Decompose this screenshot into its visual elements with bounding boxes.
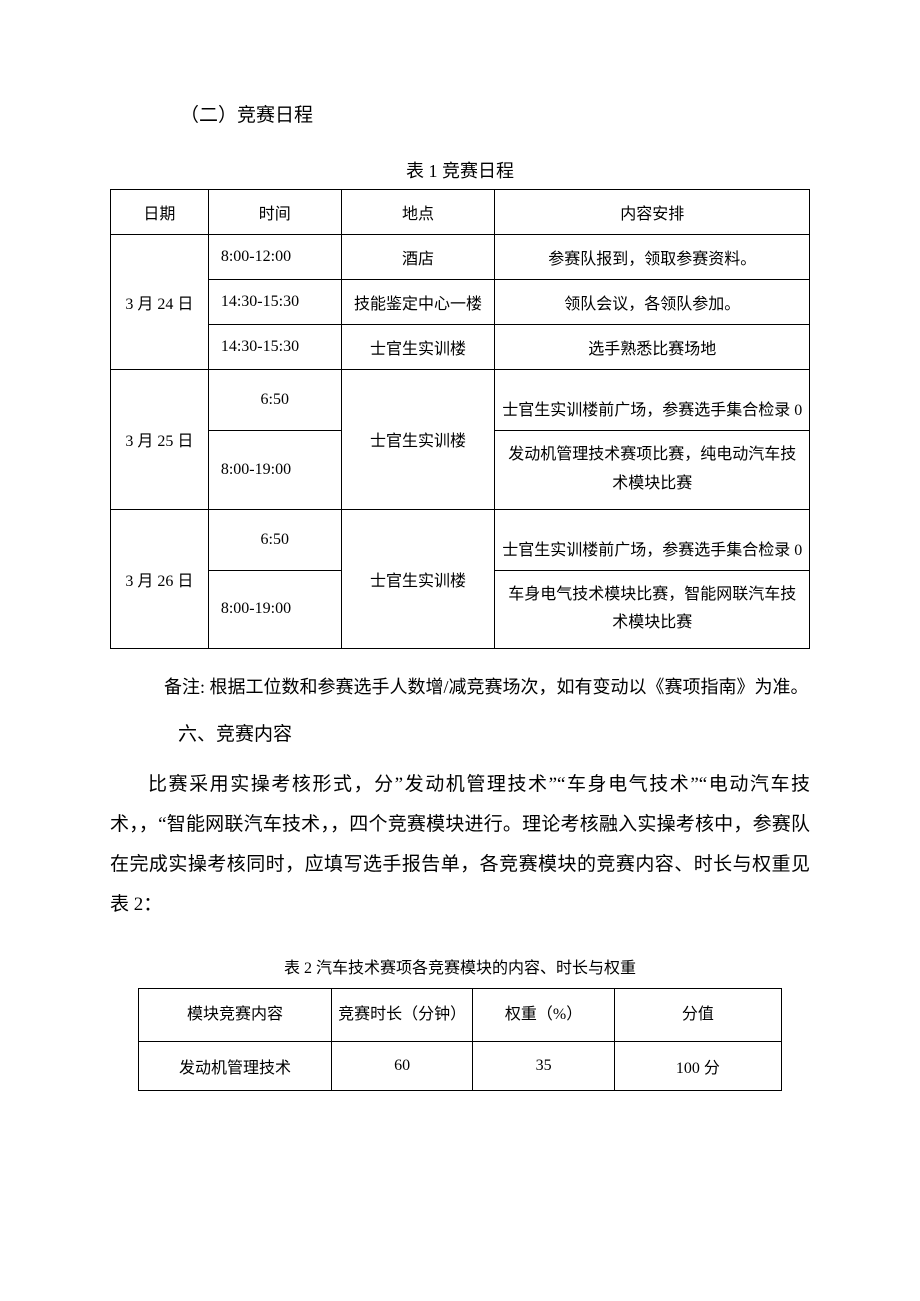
cell-time: 8:00-19:00 — [208, 431, 341, 510]
cell-content: 选手熟悉比赛场地 — [495, 325, 810, 370]
schedule-table: 日期 时间 地点 内容安排 3 月 24 日 8:00-12:00 酒店 参赛队… — [110, 189, 810, 649]
cell-location: 士官生实训楼 — [341, 370, 495, 510]
cell-location: 士官生实训楼 — [341, 509, 495, 649]
table-row: 发动机管理技术 60 35 100 分 — [139, 1042, 782, 1091]
cell-score: 100 分 — [614, 1042, 781, 1091]
section-6-heading: 六、竞赛内容 — [140, 715, 810, 755]
cell-location: 士官生实训楼 — [341, 325, 495, 370]
table-header-row: 日期 时间 地点 内容安排 — [111, 190, 810, 235]
cell-time: 8:00-19:00 — [208, 570, 341, 649]
cell-time: 8:00-12:00 — [208, 235, 341, 280]
table-header-row: 模块竞赛内容 竞赛时长（分钟） 权重（%） 分值 — [139, 989, 782, 1042]
cell-content: 士官生实训楼前广场，参赛选手集合检录 0 — [495, 509, 810, 570]
table-row: 3 月 25 日 6:50 士官生实训楼 士官生实训楼前广场，参赛选手集合检录 … — [111, 370, 810, 431]
cell-content: 参赛队报到，领取参赛资料。 — [495, 235, 810, 280]
col-date: 日期 — [111, 190, 209, 235]
col-score: 分值 — [614, 989, 781, 1042]
cell-time: 14:30-15:30 — [208, 280, 341, 325]
table1-caption: 表 1 竞赛日程 — [110, 157, 810, 183]
cell-date: 3 月 25 日 — [111, 370, 209, 510]
module-table: 模块竞赛内容 竞赛时长（分钟） 权重（%） 分值 发动机管理技术 60 35 1… — [138, 988, 782, 1091]
note-paragraph: 备注: 根据工位数和参赛选手人数增/减竞赛场次，如有变动以《赛项指南》为准。 — [110, 669, 810, 707]
cell-weight: 35 — [473, 1042, 614, 1091]
table-row: 14:30-15:30 士官生实训楼 选手熟悉比赛场地 — [111, 325, 810, 370]
col-duration: 竞赛时长（分钟） — [331, 989, 472, 1042]
cell-duration: 60 — [331, 1042, 472, 1091]
table-row: 14:30-15:30 技能鉴定中心一楼 领队会议，各领队参加。 — [111, 280, 810, 325]
col-content: 内容安排 — [495, 190, 810, 235]
cell-time: 6:50 — [208, 370, 341, 431]
cell-content: 领队会议，各领队参加。 — [495, 280, 810, 325]
cell-module: 发动机管理技术 — [139, 1042, 332, 1091]
cell-location: 酒店 — [341, 235, 495, 280]
cell-time: 14:30-15:30 — [208, 325, 341, 370]
cell-content: 士官生实训楼前广场，参赛选手集合检录 0 — [495, 370, 810, 431]
body-paragraph: 比赛采用实操考核形式，分”发动机管理技术”“车身电气技术”“电动汽车技术，，“智… — [110, 765, 810, 925]
col-weight: 权重（%） — [473, 989, 614, 1042]
col-time: 时间 — [208, 190, 341, 235]
table2-caption: 表 2 汽车技术赛项各竞赛模块的内容、时长与权重 — [110, 954, 810, 978]
cell-date: 3 月 24 日 — [111, 235, 209, 370]
subsection-heading: （二）竞赛日程 — [180, 100, 810, 127]
col-module: 模块竞赛内容 — [139, 989, 332, 1042]
table-row: 3 月 26 日 6:50 士官生实训楼 士官生实训楼前广场，参赛选手集合检录 … — [111, 509, 810, 570]
cell-time: 6:50 — [208, 509, 341, 570]
cell-content: 车身电气技术模块比赛，智能网联汽车技术模块比赛 — [495, 570, 810, 649]
table-row: 3 月 24 日 8:00-12:00 酒店 参赛队报到，领取参赛资料。 — [111, 235, 810, 280]
col-location: 地点 — [341, 190, 495, 235]
cell-content: 发动机管理技术赛项比赛，纯电动汽车技术模块比赛 — [495, 431, 810, 510]
cell-date: 3 月 26 日 — [111, 509, 209, 649]
cell-location: 技能鉴定中心一楼 — [341, 280, 495, 325]
